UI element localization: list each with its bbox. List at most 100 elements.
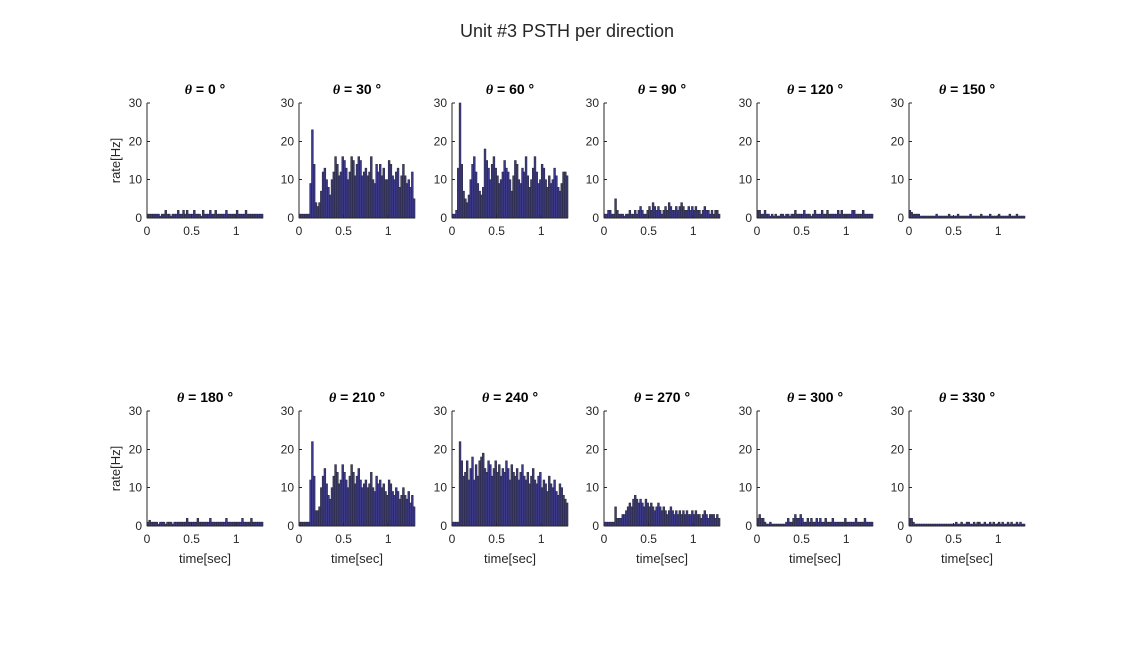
panel-title-angle: = 270 ° <box>641 389 690 405</box>
y-tick-label: 0 <box>440 519 447 533</box>
x-tick-label: 0.5 <box>640 532 657 546</box>
x-tick-label: 1 <box>843 532 850 546</box>
bar-series <box>298 129 416 219</box>
theta-symbol: θ <box>486 83 494 98</box>
panel-title: θ = 240 ° <box>482 389 538 406</box>
panel-title-angle: = 180 ° <box>184 389 233 405</box>
bar <box>717 518 721 527</box>
y-tick-label: 20 <box>129 134 143 148</box>
x-axis-label: time[sec] <box>484 551 536 566</box>
x-tick-label: 1 <box>385 532 392 546</box>
y-tick-label: 20 <box>739 134 753 148</box>
bar <box>260 213 264 219</box>
panel-title: θ = 90 ° <box>638 81 686 98</box>
bar-series <box>756 210 874 219</box>
y-tick-label: 0 <box>135 211 142 225</box>
panel-title-angle: = 150 ° <box>946 81 995 97</box>
y-tick-label: 30 <box>891 96 905 110</box>
panel-title: θ = 150 ° <box>939 81 995 98</box>
y-tick-label: 30 <box>891 404 905 418</box>
psth-panel-10: 0 10 20 30 0 0.5 1 θ = 300 ° time[sec] <box>739 389 874 566</box>
psth-panel-7: 0 10 20 30 0 0.5 1 θ = 210 ° time[sec] <box>281 389 416 566</box>
bar-series <box>603 495 721 527</box>
x-tick-label: 1 <box>995 224 1002 238</box>
y-tick-label: 10 <box>739 173 753 187</box>
panel-title: θ = 180 ° <box>177 389 233 406</box>
psth-panel-6: 0 10 20 30 0 0.5 1 θ = 180 ° rate[Hz] time[sec] <box>108 389 264 566</box>
y-tick-label: 30 <box>586 404 600 418</box>
bar-series <box>603 198 721 219</box>
panel-title-angle: = 210 ° <box>336 389 385 405</box>
x-axis-label: time[sec] <box>331 551 383 566</box>
y-tick-label: 10 <box>129 481 143 495</box>
panel-title-angle: = 330 ° <box>946 389 995 405</box>
x-tick-label: 0.5 <box>183 224 200 238</box>
theta-symbol: θ <box>939 83 947 98</box>
y-tick-label: 20 <box>891 134 905 148</box>
bar-series <box>451 102 569 219</box>
psth-panel-4: 0 10 20 30 0 0.5 1 θ = 120 ° <box>739 81 874 238</box>
psth-panel-11: 0 10 20 30 0 0.5 1 θ = 330 ° time[sec] <box>891 389 1026 566</box>
theta-symbol: θ <box>939 391 947 406</box>
bar <box>870 213 874 219</box>
x-tick-label: 1 <box>233 224 240 238</box>
theta-symbol: θ <box>185 83 193 98</box>
y-tick-label: 0 <box>592 519 599 533</box>
y-tick-label: 0 <box>745 211 752 225</box>
y-tick-label: 10 <box>586 173 600 187</box>
y-tick-label: 20 <box>891 442 905 456</box>
panel-title-angle: = 120 ° <box>794 81 843 97</box>
y-tick-label: 30 <box>281 96 295 110</box>
y-tick-label: 30 <box>434 404 448 418</box>
psth-panel-9: 0 10 20 30 0 0.5 1 θ = 270 ° time[sec] <box>586 389 721 566</box>
psth-panel-5: 0 10 20 30 0 0.5 1 θ = 150 ° <box>891 81 1026 238</box>
panel-title: θ = 300 ° <box>787 389 843 406</box>
x-tick-label: 1 <box>995 532 1002 546</box>
y-tick-label: 30 <box>586 96 600 110</box>
y-tick-label: 20 <box>129 442 143 456</box>
x-tick-label: 0 <box>601 532 608 546</box>
y-tick-label: 30 <box>129 404 143 418</box>
theta-symbol: θ <box>634 391 642 406</box>
x-tick-label: 0 <box>296 224 303 238</box>
y-tick-label: 0 <box>135 519 142 533</box>
x-tick-label: 1 <box>690 224 697 238</box>
bar-series <box>908 210 1026 219</box>
psth-panel-8: 0 10 20 30 0 0.5 1 θ = 240 ° time[sec] <box>434 389 569 566</box>
x-tick-label: 0.5 <box>793 532 810 546</box>
panel-title: θ = 210 ° <box>329 389 385 406</box>
theta-symbol: θ <box>329 391 337 406</box>
psth-panel-2: 0 10 20 30 0 0.5 1 θ = 60 ° <box>434 81 569 238</box>
panel-title-angle: = 300 ° <box>794 389 843 405</box>
y-tick-label: 30 <box>281 404 295 418</box>
y-tick-label: 0 <box>592 211 599 225</box>
bar <box>412 506 416 527</box>
x-tick-label: 1 <box>843 224 850 238</box>
y-tick-label: 0 <box>897 211 904 225</box>
panel-title: θ = 0 ° <box>185 81 226 98</box>
x-tick-label: 0 <box>144 224 151 238</box>
y-tick-label: 10 <box>891 173 905 187</box>
x-tick-label: 0.5 <box>335 224 352 238</box>
panel-title: θ = 270 ° <box>634 389 690 406</box>
x-axis-label: time[sec] <box>636 551 688 566</box>
panel-title: θ = 120 ° <box>787 81 843 98</box>
y-tick-label: 0 <box>897 519 904 533</box>
figure-title: Unit #3 PSTH per direction <box>460 21 674 41</box>
x-tick-label: 0 <box>906 532 913 546</box>
bar <box>565 502 569 527</box>
x-tick-label: 1 <box>538 532 545 546</box>
x-tick-label: 0.5 <box>945 224 962 238</box>
y-tick-label: 20 <box>281 134 295 148</box>
y-tick-label: 10 <box>281 481 295 495</box>
y-tick-label: 20 <box>586 442 600 456</box>
x-tick-label: 1 <box>385 224 392 238</box>
theta-symbol: θ <box>177 391 185 406</box>
bar-series <box>146 518 264 527</box>
x-tick-label: 0.5 <box>945 532 962 546</box>
panel-title-angle: = 30 ° <box>340 81 381 97</box>
bar-series <box>451 441 569 527</box>
x-tick-label: 0.5 <box>183 532 200 546</box>
y-tick-label: 20 <box>434 442 448 456</box>
x-tick-label: 0.5 <box>488 532 505 546</box>
